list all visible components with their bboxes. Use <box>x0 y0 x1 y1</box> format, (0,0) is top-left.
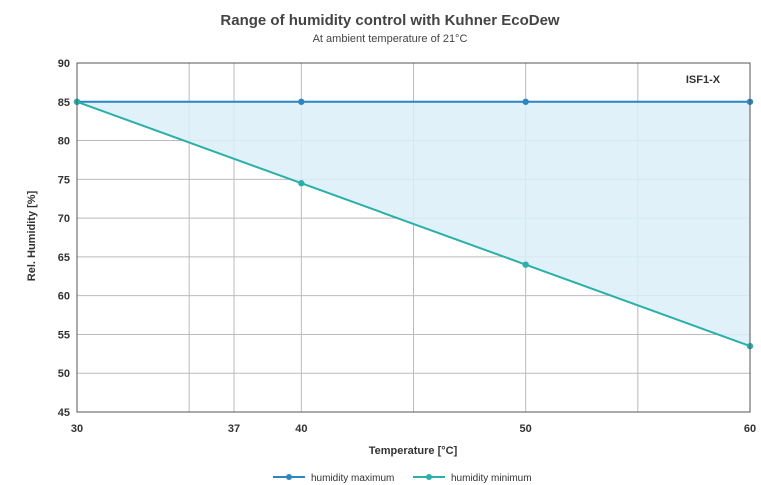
legend-marker-humidity-maximum <box>286 474 292 480</box>
chart-title: Range of humidity control with Kuhner Ec… <box>220 12 560 29</box>
y-tick-label-80: 80 <box>58 136 70 148</box>
x-tick-label-40: 40 <box>295 423 307 435</box>
y-tick-label-50: 50 <box>58 368 70 380</box>
y-tick-label-65: 65 <box>58 252 70 264</box>
x-tick-label-37: 37 <box>228 423 240 435</box>
y-tick-label-90: 90 <box>58 58 70 70</box>
legend-label-humidity-minimum: humidity minimum <box>451 473 532 484</box>
x-axis-label: Temperature [°C] <box>369 445 458 457</box>
y-tick-label-55: 55 <box>58 329 70 341</box>
legend: humidity maximum humidity minimum <box>273 473 532 484</box>
y-axis-label: Rel. Humidity [%] <box>26 190 38 281</box>
data-point-humidity-maximum-50 <box>522 98 529 105</box>
y-tick-label-45: 45 <box>58 407 70 419</box>
x-tick-label-60: 60 <box>744 423 756 435</box>
legend-label-humidity-maximum: humidity maximum <box>311 473 394 484</box>
plot-area: 45 50 55 60 65 70 75 80 85 90 30 37 40 50 60 <box>58 58 756 435</box>
data-point-humidity-minimum-40 <box>298 180 305 187</box>
y-tick-label-70: 70 <box>58 213 70 225</box>
model-annotation: ISF1-X <box>686 74 721 86</box>
series-line-humidity-minimum <box>76 100 751 348</box>
humidity-range-fill <box>77 101 750 347</box>
y-tick-label-85: 85 <box>58 97 70 109</box>
x-tick-label-30: 30 <box>71 423 83 435</box>
chart-subtitle: At ambient temperature of 21°C <box>313 33 468 45</box>
y-tick-label-75: 75 <box>58 174 70 186</box>
legend-marker-humidity-minimum <box>426 474 432 480</box>
plot-border <box>76 62 751 413</box>
y-tick-label-60: 60 <box>58 291 70 303</box>
data-point-humidity-maximum-40 <box>298 98 305 105</box>
data-point-humidity-minimum-50 <box>522 261 529 268</box>
x-tick-label-50: 50 <box>520 423 532 435</box>
